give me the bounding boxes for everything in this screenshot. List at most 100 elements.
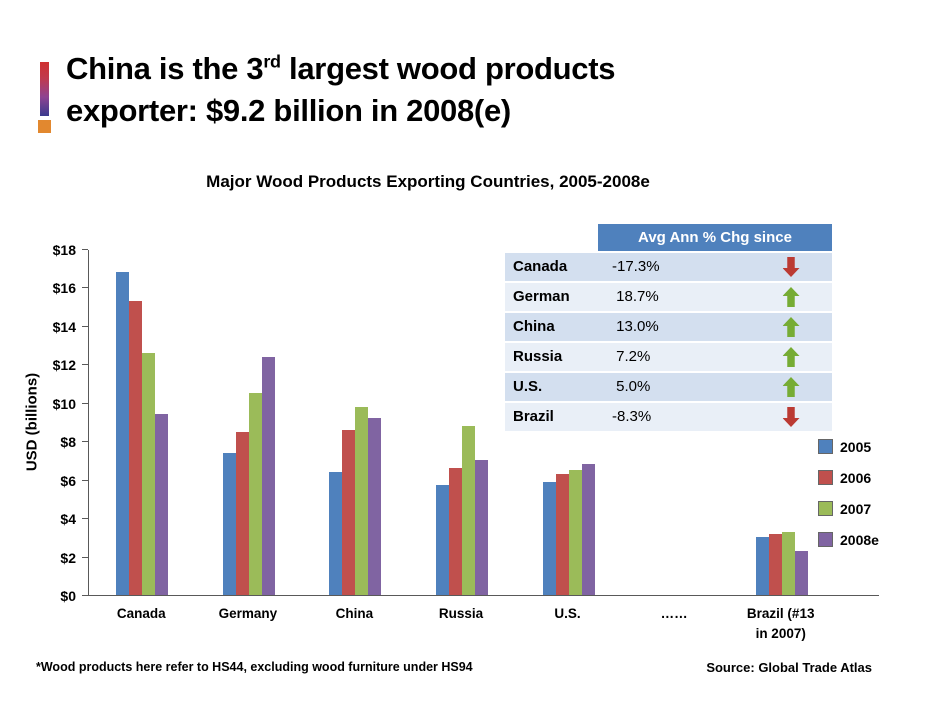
y-tick-mark [82,249,88,250]
trend-up-icon [782,317,800,337]
trend-down-icon [782,257,800,277]
slide-accent-strip [40,62,49,116]
legend-item: 2005 [818,431,879,462]
y-tick-label: $12 [52,357,76,374]
legend-label: 2007 [840,500,872,517]
bar-2008e [581,464,595,595]
title-text-line1-pre: China is the 3 [66,51,264,86]
x-category-label: …… [660,606,688,621]
x-category-label: Canada [116,606,166,621]
slide-accent-square [38,120,51,133]
trend-up-icon [782,347,800,367]
legend-label: 2005 [840,438,872,455]
x-category-label: Russia [438,606,484,621]
bar-2006 [129,300,143,595]
slide-title: China is the 3rd largest wood products ex… [66,48,615,132]
bar-2007 [142,352,156,595]
table-trend-cell [750,283,832,313]
legend-item: 2007 [818,493,879,524]
y-tick-label: $10 [52,395,76,412]
y-tick-label: $2 [60,549,76,566]
bar-2007 [462,425,475,595]
bar-2006 [555,473,569,595]
y-tick-mark [82,364,88,366]
table-trend-cell [750,403,832,433]
y-tick-mark [82,595,88,596]
bar-2006 [342,429,356,595]
table-header: Avg Ann % Chg since [598,224,832,253]
x-category-label: Germany [218,606,278,621]
source-credit: Source: Global Trade Atlas [706,660,872,675]
legend-item: 2006 [818,462,879,493]
table-value: 18.7% [598,283,750,313]
legend-swatch-2006 [818,470,833,485]
y-tick-mark [82,325,88,327]
bar-2005 [116,272,130,595]
legend-item: 2008e [818,524,879,555]
table-country: Canada [505,253,598,283]
bar-2008e [155,414,169,595]
x-category-label: Brazil (#13 in 2007) [746,606,815,641]
y-tick-mark [82,402,88,404]
plot-area [82,249,879,596]
table-value: 5.0% [598,373,750,403]
legend-swatch-2008e [818,532,833,547]
y-tick-mark [82,441,88,443]
chart-title: Major Wood Products Exporting Countries,… [206,172,650,191]
table-country: Russia [505,343,598,373]
footnote: *Wood products here refer to HS44, exclu… [36,660,473,674]
bar-2006 [768,533,782,595]
trend-down-icon [782,407,800,427]
bar-2007 [781,531,795,595]
legend-label: 2006 [840,469,872,486]
table-trend-cell [750,343,832,373]
table-header-blank-cell [505,224,598,253]
bar-2008e [794,550,808,595]
bar-2008e [475,460,488,595]
y-tick-mark [82,518,88,520]
y-tick-label: $0 [60,588,76,604]
bar-2005 [542,481,556,595]
table-country: Brazil [505,403,598,433]
y-tick-label: $6 [60,472,76,489]
bar-2008e [368,418,382,595]
x-category-label: China [335,606,374,621]
y-tick-label: $8 [60,434,76,451]
table-country: U.S. [505,373,598,403]
table-trend-cell [750,313,832,343]
table-country: German [505,283,598,313]
table-value: -17.3% [598,253,750,283]
y-tick-label: $4 [60,511,76,528]
x-category-label: U.S. [554,606,581,621]
legend-swatch-2007 [818,501,833,516]
y-tick-mark [82,479,88,481]
chart-legend: 2005 2006 2007 2008e [818,431,879,555]
y-tick-label: $16 [52,280,76,297]
bar-2005 [436,485,449,595]
bar-2005 [222,452,236,595]
y-tick-mark [82,556,88,558]
bar-2006 [235,431,249,595]
table-value: -8.3% [598,403,750,433]
y-axis-labels: $18 $16 $14 $12 $10 $8 $6 $4 $2 $0 [34,242,82,604]
table-value: 7.2% [598,343,750,373]
title-text-line1-post: largest wood products [280,51,616,86]
bar-2007 [355,406,369,595]
trend-up-icon [782,287,800,307]
bar-2008e [261,356,275,595]
title-superscript: rd [263,51,281,72]
bar-2007 [568,470,582,595]
table-value: 13.0% [598,313,750,343]
trend-up-icon [782,377,800,397]
y-tick-mark [82,287,88,289]
y-tick-label: $18 [52,242,76,258]
bar-2007 [248,393,262,595]
legend-label: 2008e [840,531,879,548]
x-axis-labels: Canada Germany China Russia U.S. …… Brazil (#1… [88,604,878,646]
bar-2005 [755,537,769,595]
bar-2006 [449,468,462,595]
table-country: China [505,313,598,343]
y-tick-label: $14 [52,318,76,335]
title-text-line2: exporter: $9.2 billion in 2008(e) [66,92,511,128]
